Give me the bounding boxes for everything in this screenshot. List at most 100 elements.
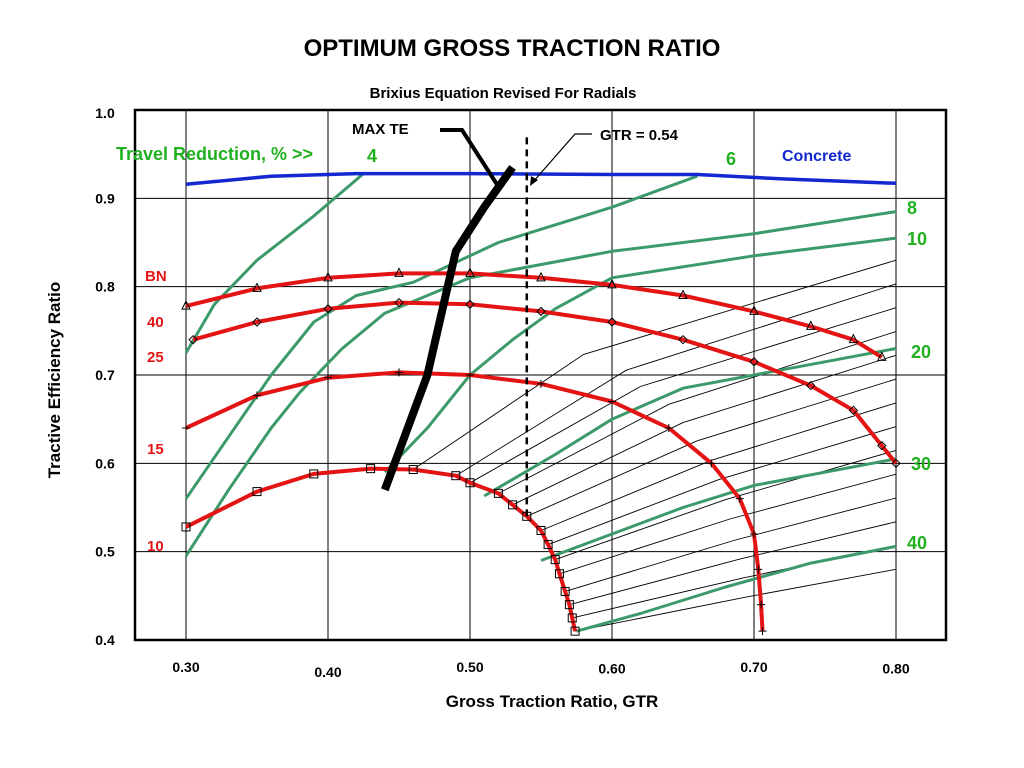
y-tick-labels: 0.4 0.5 0.6 0.7 0.8 0.9 1.0 bbox=[95, 105, 115, 648]
bn-line-25 bbox=[192, 300, 898, 465]
bn-10-marker-4 bbox=[408, 465, 418, 475]
bn-label-40: 40 bbox=[147, 314, 164, 331]
isoline-7 bbox=[547, 426, 897, 546]
travel-reduction-line-6 bbox=[184, 174, 698, 500]
bn-10-marker-6 bbox=[465, 478, 475, 488]
travel-reduction-line-40 bbox=[576, 544, 897, 633]
bn-label-10: 10 bbox=[147, 538, 164, 555]
bn-25-marker-11 bbox=[877, 440, 887, 451]
y-tick-label-5: 0.9 bbox=[95, 190, 115, 206]
bn-10-marker-11 bbox=[543, 540, 553, 550]
bn-25-marker-8 bbox=[749, 357, 759, 367]
travel-reduction-label: Travel Reduction, % >> bbox=[116, 144, 313, 164]
bn-10-marker-2 bbox=[309, 469, 319, 479]
bn-40-marker-7 bbox=[678, 289, 688, 299]
tr-label-30: 30 bbox=[911, 454, 931, 474]
bn-40-marker-1 bbox=[252, 282, 262, 292]
bn-label: BN bbox=[145, 268, 167, 285]
plot-area bbox=[133, 108, 948, 642]
isoline-3 bbox=[498, 331, 897, 494]
bn-25-marker-3 bbox=[394, 297, 404, 308]
bn-40-marker-8 bbox=[749, 305, 759, 315]
x-tick-label-0: 0.30 bbox=[172, 659, 199, 675]
x-tick-label-1: 0.40 bbox=[314, 664, 341, 680]
y-tick-label-0: 0.4 bbox=[95, 632, 115, 648]
x-tick-label-3: 0.60 bbox=[598, 661, 625, 677]
chart-title: OPTIMUM GROSS TRACTION RATIO bbox=[304, 35, 721, 62]
bn-10-marker-7 bbox=[493, 488, 503, 498]
chart-subtitle: Brixius Equation Revised For Radials bbox=[370, 85, 637, 102]
bn-40-marker-3 bbox=[394, 267, 404, 277]
bn-40-marker-5 bbox=[536, 271, 546, 282]
bn-25-marker-9 bbox=[806, 380, 816, 391]
bn-25-marker-12 bbox=[891, 458, 901, 469]
bn-25-marker-1 bbox=[252, 317, 262, 327]
bn-line-10 bbox=[185, 466, 578, 632]
x-tick-label-5: 0.80 bbox=[882, 661, 909, 677]
bn-25-marker-10 bbox=[848, 405, 859, 416]
isoline-1 bbox=[455, 283, 897, 477]
tr-label-4: 4 bbox=[367, 146, 377, 166]
tr-label-40: 40 bbox=[907, 533, 927, 553]
bn-15-marker-13 bbox=[758, 627, 767, 636]
bn-15-marker-11 bbox=[754, 565, 763, 574]
isoline-8 bbox=[555, 449, 897, 561]
isoline-11 bbox=[569, 521, 897, 606]
concrete-line bbox=[185, 171, 897, 186]
bn-label-25: 25 bbox=[147, 349, 164, 366]
y-tick-label-6: 1.0 bbox=[95, 105, 115, 121]
bn-40-marker-2 bbox=[323, 271, 333, 282]
bn-10-marker-15 bbox=[564, 600, 574, 610]
travel-reduction-line-30 bbox=[540, 457, 897, 562]
bn-label-15: 15 bbox=[147, 441, 164, 458]
bn-10-marker-13 bbox=[554, 569, 564, 579]
bn-10-marker-14 bbox=[560, 586, 570, 596]
isoline-10 bbox=[564, 497, 897, 592]
bn-15-marker-3 bbox=[395, 368, 403, 377]
bn-10-marker-8 bbox=[508, 500, 518, 510]
bn-15-marker-12 bbox=[757, 600, 766, 609]
bn-15-marker-2 bbox=[324, 373, 332, 382]
bn-15-marker-8 bbox=[707, 459, 716, 468]
max-te-leader bbox=[440, 128, 500, 188]
bn-40-marker-10 bbox=[848, 333, 859, 344]
bn-15-marker-0 bbox=[182, 424, 190, 432]
bn-25-marker-6 bbox=[607, 317, 617, 327]
bn-10-marker-5 bbox=[451, 471, 461, 481]
y-tick-label-1: 0.5 bbox=[95, 544, 115, 560]
bn-40-marker-6 bbox=[607, 278, 617, 289]
bn-15-marker-4 bbox=[466, 371, 474, 379]
y-tick-label-3: 0.7 bbox=[95, 367, 115, 383]
bn-15-marker-6 bbox=[608, 397, 616, 406]
bn-15-marker-9 bbox=[735, 494, 744, 503]
gtr-leader bbox=[532, 133, 592, 183]
bn-40-marker-11 bbox=[876, 351, 887, 361]
bn-15-marker-5 bbox=[537, 379, 545, 388]
max-te-line bbox=[381, 165, 516, 492]
travel-reduction-line-10 bbox=[383, 236, 897, 474]
isoline-4 bbox=[512, 354, 897, 506]
max-te-label: MAX TE bbox=[352, 121, 409, 138]
series-group bbox=[184, 136, 898, 633]
marker-group bbox=[181, 267, 901, 636]
bn-10-marker-9 bbox=[522, 511, 532, 521]
bn-15-marker-10 bbox=[750, 530, 758, 538]
bn-line-15 bbox=[185, 370, 765, 632]
x-tick-label-2: 0.50 bbox=[456, 659, 483, 675]
bn-15-marker-7 bbox=[664, 424, 673, 432]
bn-15-marker-1 bbox=[253, 391, 261, 400]
bn-10-marker-12 bbox=[550, 555, 560, 565]
x-tick-labels: 0.30 0.40 0.50 0.60 0.70 0.80 bbox=[172, 659, 909, 680]
concrete-label: Concrete bbox=[782, 148, 851, 165]
bn-40-marker-0 bbox=[181, 299, 191, 310]
isoline-13 bbox=[575, 568, 897, 632]
travel-reduction-line-8 bbox=[184, 210, 897, 557]
bn-10-marker-17 bbox=[570, 626, 580, 636]
gtr-arrowhead bbox=[530, 176, 538, 186]
tr-label-10: 10 bbox=[907, 229, 927, 249]
bn-40-marker-4 bbox=[465, 267, 475, 277]
bn-10-marker-16 bbox=[567, 613, 577, 623]
bn-line-40 bbox=[185, 271, 883, 360]
x-tick-label-4: 0.70 bbox=[740, 659, 767, 675]
